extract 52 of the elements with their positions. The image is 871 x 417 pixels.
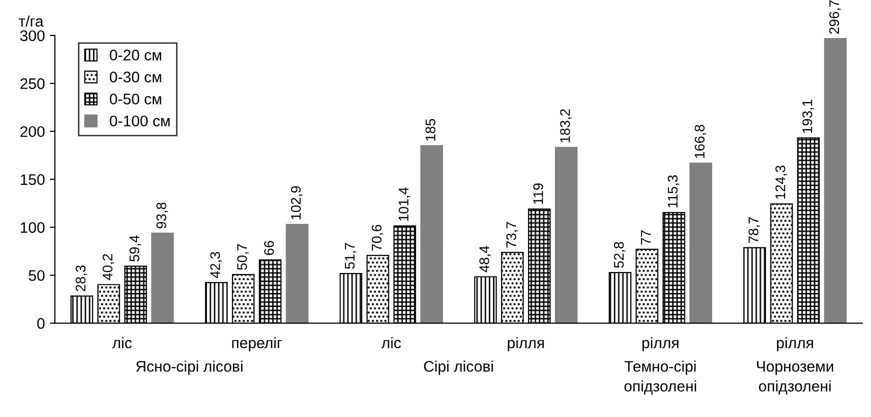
text: Сірі лісові [424,360,493,375]
data-label: 119 [533,183,544,204]
bar [824,38,847,324]
y-tick-label: 0 [37,318,45,329]
y-axis-title: т/га [18,15,44,27]
y-tick-label: 150 [20,174,45,185]
data-label: 115,3 [668,175,680,208]
text: Темно-сірі опідзолені [624,360,696,394]
data-label: 183,2 [560,109,572,142]
x-tick-label: ліс [112,337,132,348]
data-label: 185 [426,118,436,141]
bar [151,232,174,324]
data-label: 78,7 [748,217,760,243]
bar [554,146,578,324]
y-tick-label: 250 [20,78,45,90]
data-label: 70,6 [372,224,384,251]
legend-label: 0-20 см [110,50,162,60]
data-label: 166,8 [694,124,706,158]
data-label: 296,7 [829,0,841,34]
data-label: 193,1 [802,100,814,133]
legend-label: 0-30 см [110,72,162,82]
text: Ясно-сірі лісові [136,360,242,375]
legend-label: 0-50 см [110,94,162,104]
data-label: 93,8 [156,202,168,228]
data-label: 42,3 [210,252,222,278]
bar [420,145,443,324]
data-label: 101,4 [398,187,410,221]
data-label: 50,7 [237,244,249,270]
bar [689,162,712,324]
x-tick-label: ліс [381,337,401,348]
x-tick-label: рілля [776,337,813,352]
x-tick-label: рілля [642,337,678,352]
legend-label: 0-100 см [110,116,170,126]
data-label: 40,2 [102,254,114,280]
y-tick-label: 50 [28,270,45,281]
data-label: 28,3 [76,265,88,292]
data-label: 124,3 [775,166,787,199]
y-tick-label: 300 [20,30,45,42]
data-label: 66 [264,240,274,255]
data-label: 73,7 [506,222,518,248]
data-label: 102,9 [290,186,302,220]
bar [286,224,308,324]
x-tick-label: переліг [232,337,282,352]
y-tick-label: 200 [20,126,45,138]
data-label: 77 [641,230,651,244]
data-label: 59,4 [130,235,141,262]
data-label: 52,8 [614,242,626,268]
data-label: 51,7 [344,243,356,269]
text: Чорноземи опідзолені [757,361,834,394]
x-tick-label: рілля [508,337,544,352]
data-label: 48,4 [479,246,491,272]
y-tick-label: 100 [20,222,45,233]
